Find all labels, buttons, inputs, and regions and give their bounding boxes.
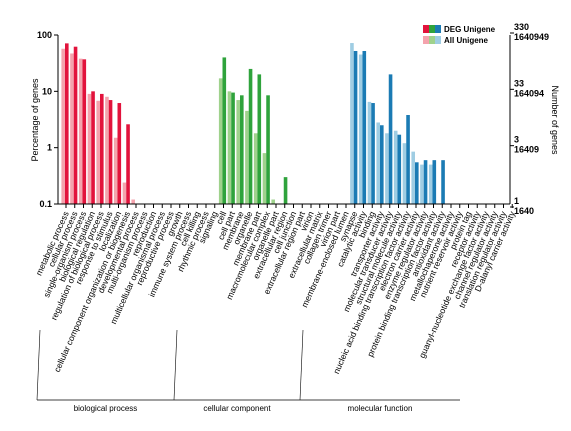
bar-deg-unigene [231,92,235,204]
bar-deg-unigene [283,177,288,204]
bar-all-unigene [87,93,92,204]
group-bracket [173,329,178,401]
bar-deg-unigene [397,134,402,204]
y-tick-label: 0.1 [39,199,52,209]
bar-all-unigene [358,54,363,205]
bar-all-unigene [70,53,74,205]
y-tick-label: 1 [47,143,52,153]
y-tick-label: 10 [42,86,52,96]
group-label: cellular component [203,404,271,413]
bar-deg-unigene [82,59,87,205]
bar-deg-unigene [353,50,358,205]
bar-deg-unigene [73,46,78,204]
legend-all-swatch-bp [423,36,429,44]
bar-all-unigene [367,101,372,204]
bar-deg-unigene [266,95,270,204]
bar-all-unigene [122,182,127,204]
y2-axis-label: Number of genes [550,85,560,155]
bar-deg-unigene [406,115,410,204]
bar-all-unigene [61,48,65,205]
legend-all-label: All Unigene [444,36,489,45]
bar-all-unigene [245,110,249,204]
group-labels: biological process cellular component mole… [36,329,460,413]
y2-tick-label: 1 [514,196,519,206]
bar-all-unigene [420,164,424,204]
bar-all-unigene [131,199,135,204]
bar-all-unigene [350,43,354,204]
group-bracket [36,329,41,401]
bar-all-unigene [113,137,118,204]
legend-deg-swatch-mf [435,25,441,33]
bar-deg-unigene [432,160,437,204]
y2-tick-sublabel: 164094 [514,88,544,98]
bar-all-unigene [376,122,380,204]
legend-deg-label: DEG Unigene [444,25,496,34]
bar-all-unigene [78,58,83,204]
bar-deg-unigene [100,93,104,204]
bar-deg-unigene [117,103,122,204]
y2-tick-label: 3 [514,135,519,145]
legend-deg-swatch-cc [429,25,435,33]
bar-all-unigene [105,96,109,204]
legend-deg-swatch-bp [423,25,429,33]
bar-deg-unigene [423,160,428,204]
group-label: biological process [74,404,138,413]
bar-deg-unigene [415,162,419,204]
bar-deg-unigene [108,100,113,204]
bar-deg-unigene [380,125,384,204]
bar-all-unigene [393,130,398,204]
bar-deg-unigene [248,68,253,204]
bar-all-unigene [428,164,433,204]
bar-deg-unigene [126,124,130,204]
bar-all-unigene [385,133,389,204]
legend-all-swatch-mf [435,36,441,44]
bars [61,43,445,205]
bar-all-unigene [227,91,232,204]
bar-deg-unigene [388,74,393,205]
bar-all-unigene [271,199,275,204]
y-axis-label: Percentage of genes [30,78,40,162]
y2-tick-label: 33 [514,78,524,88]
bar-all-unigene [402,143,407,204]
group-label: molecular function [348,404,413,413]
bar-all-unigene [253,133,258,204]
y2-tick-sublabel: 1640 [514,206,534,216]
bar-all-unigene [262,153,267,204]
y2-tick-label: 330 [514,22,529,32]
bar-deg-unigene [222,57,227,205]
bar-deg-unigene [257,74,262,205]
bar-all-unigene [96,100,100,204]
legend-all-swatch-cc [429,36,435,44]
bar-all-unigene [236,100,240,204]
legend: DEG Unigene All Unigene [423,25,496,45]
y2-tick-sublabel: 1640949 [514,32,549,42]
y2-tick-sublabel: 16409 [514,145,539,155]
bar-deg-unigene [371,103,375,204]
bar-deg-unigene [362,50,367,205]
group-bracket [299,329,304,401]
y-tick-label: 100 [37,30,52,40]
bar-deg-unigene [65,43,69,204]
category-label: cell [214,210,228,226]
bar-deg-unigene [91,91,95,204]
bar-deg-unigene [240,95,244,204]
bar-deg-unigene [441,160,445,204]
bar-all-unigene [218,78,223,204]
bar-all-unigene [411,151,415,204]
